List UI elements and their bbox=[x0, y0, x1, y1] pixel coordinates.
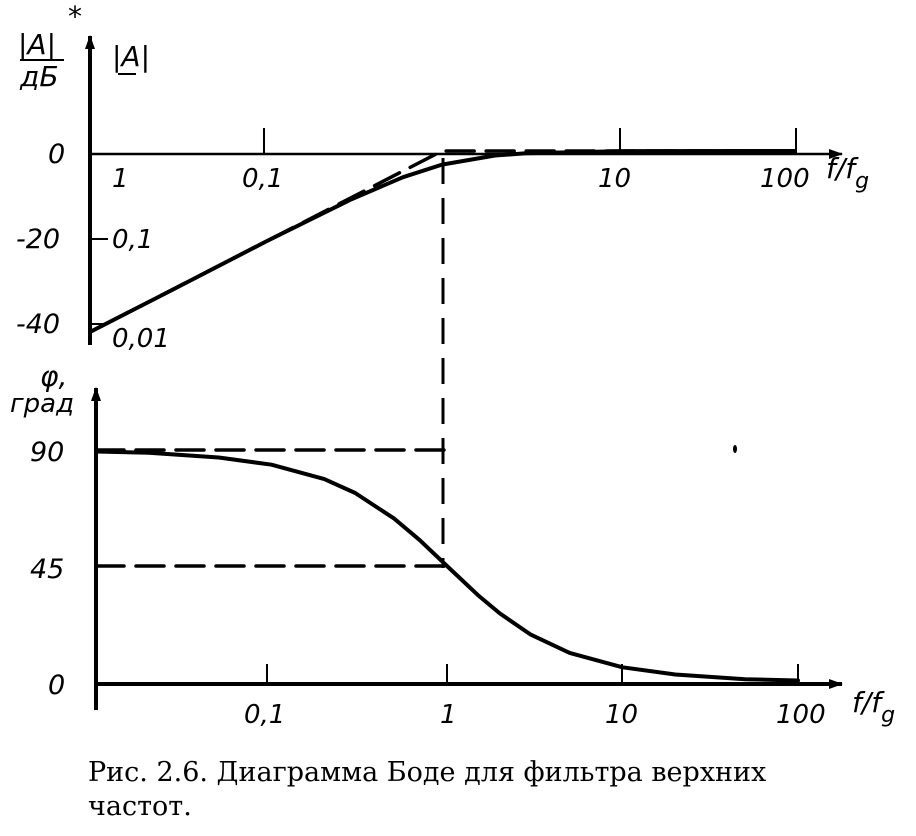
amplitude-asymptote-line-1 bbox=[88, 149, 796, 334]
phase-y-tick-label-0: 0 bbox=[48, 670, 65, 701]
print-speck bbox=[733, 445, 737, 453]
amp-x-tick-label-10: 10 bbox=[598, 164, 631, 194]
amp-x-axis-label: f/fg bbox=[826, 152, 869, 194]
phase-x-tick-label-1: 1 bbox=[440, 700, 457, 730]
amp-y-tick-label-minus20: -20 bbox=[16, 224, 60, 255]
amp-x-tick-label-1: 1 bbox=[112, 164, 129, 194]
phase-series bbox=[94, 448, 800, 683]
amp-x-tick-label-0.1: 0,1 bbox=[242, 164, 283, 194]
phase-y-tick-label-90: 90 bbox=[30, 437, 64, 468]
phase-x-ticks bbox=[266, 664, 799, 684]
amp-y-axis-label-bottom: дБ bbox=[19, 60, 59, 93]
phase-response-curve bbox=[94, 449, 800, 683]
caption-line-2: частот. bbox=[88, 791, 192, 822]
phase-x-tick-label-10: 10 bbox=[605, 700, 638, 730]
amp-y-tick-label-0: 0 bbox=[48, 139, 65, 170]
caption-line-1: Рис. 2.6. Диаграмма Боде для фильтра вер… bbox=[88, 757, 767, 788]
amp-y-axis-label-mark: * bbox=[68, 0, 82, 33]
amplitude-series bbox=[88, 149, 796, 334]
amp-y-axis-label-right: |A| bbox=[112, 40, 150, 73]
phase-panel: 0,1 1 10 100 90 45 0 φ, град f/fg bbox=[10, 360, 895, 730]
amplitude-y-ticks bbox=[90, 238, 108, 325]
phase-y-axis-label-bottom: град bbox=[10, 389, 74, 419]
amp-x-tick-label-100: 100 bbox=[760, 164, 810, 194]
phase-y-tick-label-45: 45 bbox=[30, 554, 64, 585]
figure-caption: Рис. 2.6. Диаграмма Боде для фильтра вер… bbox=[88, 756, 898, 824]
amp-ratio-tick-label-0.01: 0,01 bbox=[112, 324, 170, 354]
phase-x-tick-label-100: 100 bbox=[776, 700, 826, 730]
phase-y-axis-label-top: φ, bbox=[40, 360, 67, 393]
phase-x-tick-label-0.1: 0,1 bbox=[244, 700, 285, 730]
amp-ratio-tick-label-0.1: 0,1 bbox=[112, 225, 153, 255]
amplitude-panel: 1 0,1 10 100 0 -20 -40 0,1 0,01 |A| * дБ… bbox=[16, 0, 869, 354]
amp-y-tick-label-minus40: -40 bbox=[16, 309, 60, 340]
phase-x-axis-label: f/fg bbox=[852, 686, 895, 728]
amp-y-axis-label-top: |A| bbox=[18, 28, 56, 61]
